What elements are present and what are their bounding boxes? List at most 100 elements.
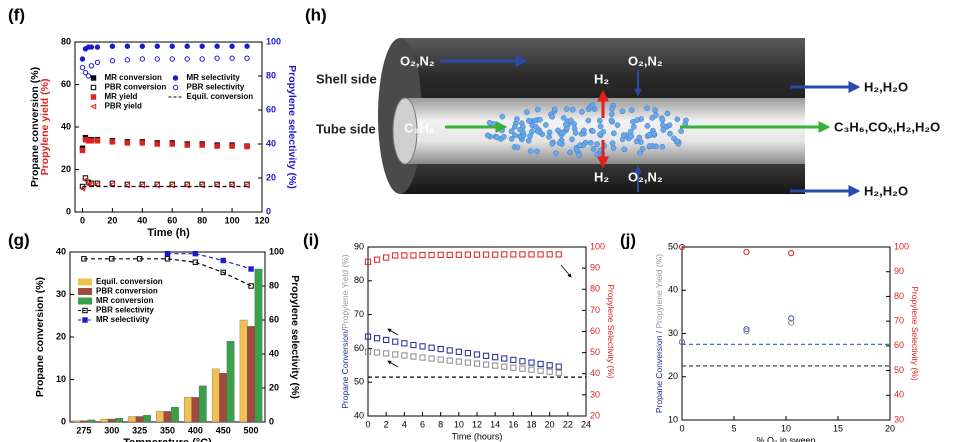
flow-label: C₃H₈ [404, 120, 435, 135]
bar [115, 418, 124, 423]
legend-swatch [82, 317, 88, 323]
y-tick-label: 60 [354, 343, 364, 353]
legend-swatch [78, 297, 92, 305]
bubble [517, 126, 523, 133]
point [88, 63, 95, 69]
point [79, 56, 86, 62]
y-tick-label: 60 [61, 79, 71, 89]
y2-tick-label: 20 [266, 172, 276, 182]
shell-side-label: Shell side [316, 71, 377, 86]
point [364, 333, 372, 340]
bubble [600, 129, 607, 135]
bubble [569, 106, 576, 113]
flow-label: H₂ [594, 169, 609, 184]
bubble [678, 128, 685, 135]
point [678, 243, 686, 251]
point [88, 138, 95, 144]
bubble [651, 130, 657, 137]
bubble [537, 116, 543, 123]
point [94, 181, 101, 188]
panel-label: (i) [303, 230, 319, 249]
bar [239, 319, 248, 423]
y2-axis-label: Propylene selectivity (%) [286, 65, 298, 189]
point [94, 138, 101, 144]
bubble [576, 152, 583, 159]
x-tick-label: 2 [384, 419, 389, 429]
x-tick-label: 14 [490, 419, 500, 429]
point [410, 341, 417, 349]
bubble [534, 106, 541, 113]
point [401, 352, 408, 359]
point [455, 358, 462, 365]
point [109, 181, 116, 188]
bubble [610, 130, 617, 137]
point [244, 43, 250, 49]
point [788, 315, 795, 322]
point [139, 140, 146, 146]
y-axis-label: Propylene yield (%) [39, 79, 51, 176]
bubble [597, 123, 604, 130]
y-tick-label: 40 [61, 121, 71, 131]
x-tick-label: 120 [254, 215, 269, 225]
bar [184, 397, 192, 423]
x-tick-label: 5 [731, 423, 736, 433]
point [473, 351, 481, 358]
y2-tick-label: 70 [590, 305, 600, 315]
flow-label: H₂ [594, 71, 609, 86]
x-axis-label: % O₂ in sweep [756, 435, 815, 442]
point [85, 73, 92, 79]
point [229, 143, 235, 149]
x-tick-label: 350 [160, 425, 175, 435]
legend-label: PBR selectivity [187, 83, 245, 92]
bar [100, 418, 109, 423]
y2-tick-label: 50 [590, 347, 600, 357]
y2-tick-label: 100 [266, 36, 281, 46]
point [410, 353, 417, 360]
y2-tick-label: 80 [590, 284, 600, 294]
x-tick-label: 40 [137, 215, 147, 225]
point [401, 340, 408, 347]
point [501, 251, 508, 258]
bubble [659, 117, 666, 124]
bar [226, 341, 235, 423]
point [392, 338, 399, 345]
annotation-arrow [560, 264, 572, 278]
y-tick-label: 50 [668, 241, 678, 251]
x-tick-label: 0 [80, 215, 85, 225]
y2-tick-label: 30 [590, 389, 600, 399]
y2-tick-label: 50 [894, 365, 904, 375]
legend-label: Equil. conversion [96, 277, 163, 286]
legend-label: MR selectivity [187, 73, 241, 82]
bubble [546, 129, 553, 136]
y2-tick-label: 70 [894, 316, 904, 326]
y-axis-label-part: Propane Conversion / [654, 329, 664, 414]
bar [171, 406, 179, 423]
y-tick-label: 80 [61, 36, 71, 46]
point [537, 367, 544, 374]
point [555, 251, 562, 258]
bubble [667, 130, 673, 137]
y-tick-label: 50 [354, 377, 364, 387]
legend-swatch [90, 75, 97, 81]
legend-swatch [78, 288, 92, 295]
bubble [664, 110, 671, 117]
y2-tick-label: 40 [269, 348, 279, 358]
bubble [614, 122, 621, 128]
point [94, 44, 101, 50]
legend-swatch [172, 75, 179, 81]
bubble [646, 132, 652, 138]
point [519, 251, 526, 258]
y2-tick-label: 100 [269, 246, 284, 256]
point [519, 358, 526, 365]
point [79, 64, 86, 71]
bubble [508, 128, 515, 135]
point [464, 359, 472, 366]
bubble [579, 109, 585, 115]
x-tick-label: 300 [104, 425, 119, 435]
y-axis-label-part: Propylene Yield (%) [654, 254, 664, 329]
bubble [556, 140, 563, 146]
y2-tick-label: 100 [590, 241, 605, 251]
y-tick-label: 20 [668, 371, 678, 381]
